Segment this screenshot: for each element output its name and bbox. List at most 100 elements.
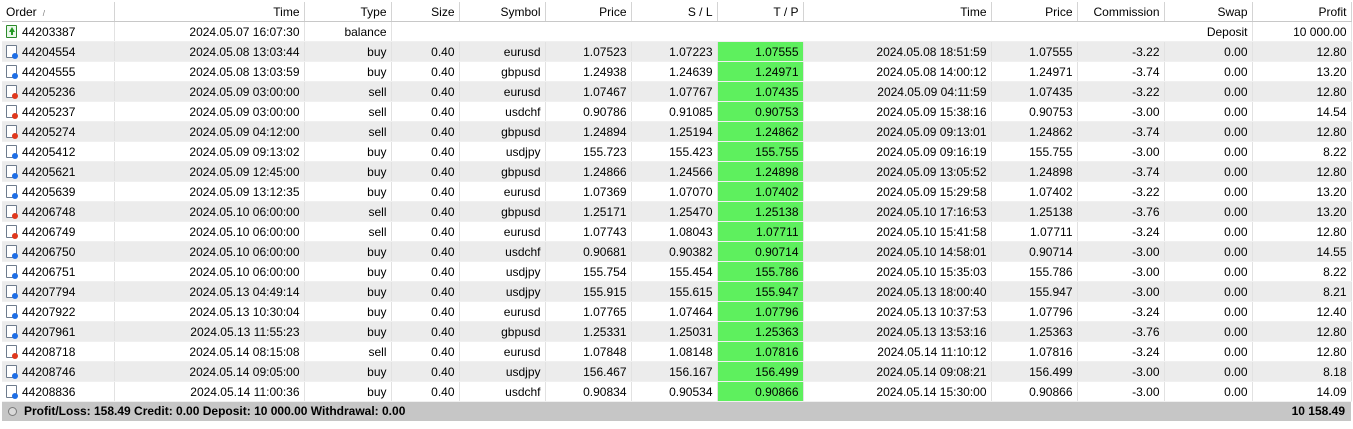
commission-cell: -3.24: [1077, 221, 1165, 242]
trade-row[interactable]: 44205236 2024.05.09 03:00:00 sell 0.40 eurus…: [2, 81, 1352, 102]
sl-cell: 0.90382: [631, 241, 718, 262]
trade-row[interactable]: 44205274 2024.05.09 04:12:00 sell 0.40 gbpus…: [2, 121, 1352, 142]
size-cell: 0.40: [391, 341, 460, 362]
tp-cell: 1.07402: [717, 181, 804, 202]
commission-cell: -3.76: [1077, 201, 1165, 222]
close-time-cell: 2024.05.08 14:00:12: [803, 61, 992, 82]
order-cell: 44206748: [2, 201, 115, 222]
col-sl-header[interactable]: S / L: [631, 2, 718, 22]
order-id: 44207922: [22, 304, 76, 319]
summary-total: 10 158.49: [1291, 404, 1345, 418]
tp-cell: 1.25363: [717, 321, 804, 342]
buy-order-icon: [6, 384, 18, 399]
col-close-time-header[interactable]: Time: [803, 2, 992, 22]
tp-cell: 156.499: [717, 361, 804, 382]
close-time-cell: 2024.05.09 15:38:16: [803, 101, 992, 122]
order-id: 44205412: [22, 144, 76, 159]
open-time-cell: 2024.05.10 06:00:00: [114, 221, 305, 242]
type-cell: buy: [304, 141, 392, 162]
sl-cell: 0.90534: [631, 381, 718, 402]
col-size-header[interactable]: Size: [391, 2, 460, 22]
tp-cell: 0.90866: [717, 381, 804, 402]
order-cell: 44204554: [2, 41, 115, 62]
swap-cell: 0.00: [1164, 221, 1253, 242]
tp-cell: 155.947: [717, 281, 804, 302]
trade-row[interactable]: 44205621 2024.05.09 12:45:00 buy 0.40 gbpusd…: [2, 161, 1352, 182]
swap-cell: 0.00: [1164, 161, 1253, 182]
trade-row[interactable]: 44204555 2024.05.08 13:03:59 buy 0.40 gbpusd…: [2, 61, 1352, 82]
open-price-cell: 0.90786: [545, 101, 632, 122]
open-time-cell: 2024.05.14 11:00:36: [114, 381, 305, 402]
trade-row[interactable]: 44206751 2024.05.10 06:00:00 buy 0.40 usdjpy…: [2, 261, 1352, 282]
type-cell: balance: [304, 21, 392, 42]
type-cell: sell: [304, 121, 392, 142]
trade-row[interactable]: 44206749 2024.05.10 06:00:00 sell 0.40 eurus…: [2, 221, 1352, 242]
swap-cell: 0.00: [1164, 141, 1253, 162]
close-price-cell: 155.755: [991, 141, 1078, 162]
trade-row[interactable]: 44208746 2024.05.14 09:05:00 buy 0.40 usdjpy…: [2, 361, 1352, 382]
col-symbol-header[interactable]: Symbol: [459, 2, 546, 22]
open-time-cell: 2024.05.09 03:00:00: [114, 101, 305, 122]
order-id: 44207961: [22, 324, 76, 339]
balance-icon: [6, 24, 17, 38]
swap-cell: 0.00: [1164, 121, 1253, 142]
sl-cell: 1.08148: [631, 341, 718, 362]
tp-cell: 0.90753: [717, 101, 804, 122]
buy-order-icon: [6, 144, 18, 159]
trade-row[interactable]: 44207961 2024.05.13 11:55:23 buy 0.40 gbpusd…: [2, 321, 1352, 342]
swap-cell: 0.00: [1164, 181, 1253, 202]
sell-order-icon: [6, 84, 18, 99]
symbol-cell: usdchf: [459, 101, 546, 122]
profit-cell: 12.80: [1252, 341, 1352, 362]
col-order-header[interactable]: Order /: [2, 2, 115, 22]
trade-row[interactable]: 44207794 2024.05.13 04:49:14 buy 0.40 usdjpy…: [2, 281, 1352, 302]
balance-row[interactable]: 44203387 2024.05.07 16:07:30 balance Dep…: [2, 21, 1352, 42]
open-price-cell: 155.723: [545, 141, 632, 162]
trade-row[interactable]: 44208718 2024.05.14 08:15:08 sell 0.40 eurus…: [2, 341, 1352, 362]
trade-row[interactable]: 44205412 2024.05.09 09:13:02 buy 0.40 usdjpy…: [2, 141, 1352, 162]
profit-cell: 13.20: [1252, 61, 1352, 82]
trade-row[interactable]: 44207922 2024.05.13 10:30:04 buy 0.40 eurusd…: [2, 301, 1352, 322]
col-profit-header[interactable]: Profit: [1252, 2, 1352, 22]
close-time-cell: 2024.05.09 09:13:01: [803, 121, 992, 142]
buy-order-icon: [6, 304, 18, 319]
trade-row[interactable]: 44204554 2024.05.08 13:03:44 buy 0.40 eurusd…: [2, 41, 1352, 62]
order-cell: 44207794: [2, 281, 115, 302]
type-cell: buy: [304, 241, 392, 262]
size-cell: 0.40: [391, 261, 460, 282]
trade-row[interactable]: 44206750 2024.05.10 06:00:00 buy 0.40 usdchf…: [2, 241, 1352, 262]
order-id: 44206751: [22, 264, 76, 279]
open-time-cell: 2024.05.07 16:07:30: [114, 21, 305, 42]
swap-cell: 0.00: [1164, 61, 1253, 82]
tp-cell: 1.07711: [717, 221, 804, 242]
swap-cell: 0.00: [1164, 201, 1253, 222]
col-open-time-header[interactable]: Time: [114, 2, 305, 22]
commission-cell: -3.00: [1077, 241, 1165, 262]
trade-row[interactable]: 44205639 2024.05.09 13:12:35 buy 0.40 eurusd…: [2, 181, 1352, 202]
sl-cell: 155.454: [631, 261, 718, 282]
trade-row[interactable]: 44208836 2024.05.14 11:00:36 buy 0.40 usdchf…: [2, 381, 1352, 402]
col-swap-header[interactable]: Swap: [1164, 2, 1253, 22]
tp-cell: 155.786: [717, 261, 804, 282]
trade-row[interactable]: 44205237 2024.05.09 03:00:00 sell 0.40 usdch…: [2, 101, 1352, 122]
col-commission-header[interactable]: Commission: [1077, 2, 1165, 22]
col-tp-header[interactable]: T / P: [717, 2, 804, 22]
col-order-label: Order: [6, 4, 37, 19]
open-price-cell: 1.24866: [545, 161, 632, 182]
type-cell: buy: [304, 261, 392, 282]
type-cell: sell: [304, 341, 392, 362]
type-cell: sell: [304, 221, 392, 242]
col-type-header[interactable]: Type: [304, 2, 392, 22]
close-time-cell: 2024.05.09 15:29:58: [803, 181, 992, 202]
sl-cell: 1.25470: [631, 201, 718, 222]
swap-cell: 0.00: [1164, 241, 1253, 262]
buy-order-icon: [6, 184, 18, 199]
col-close-price-header[interactable]: Price: [991, 2, 1078, 22]
buy-order-icon: [6, 364, 18, 379]
col-open-price-header[interactable]: Price: [545, 2, 632, 22]
trade-row[interactable]: 44206748 2024.05.10 06:00:00 sell 0.40 gbpus…: [2, 201, 1352, 222]
open-time-cell: 2024.05.09 13:12:35: [114, 181, 305, 202]
order-id: 44206749: [22, 224, 76, 239]
profit-cell: 8.21: [1252, 281, 1352, 302]
open-time-cell: 2024.05.13 10:30:04: [114, 301, 305, 322]
